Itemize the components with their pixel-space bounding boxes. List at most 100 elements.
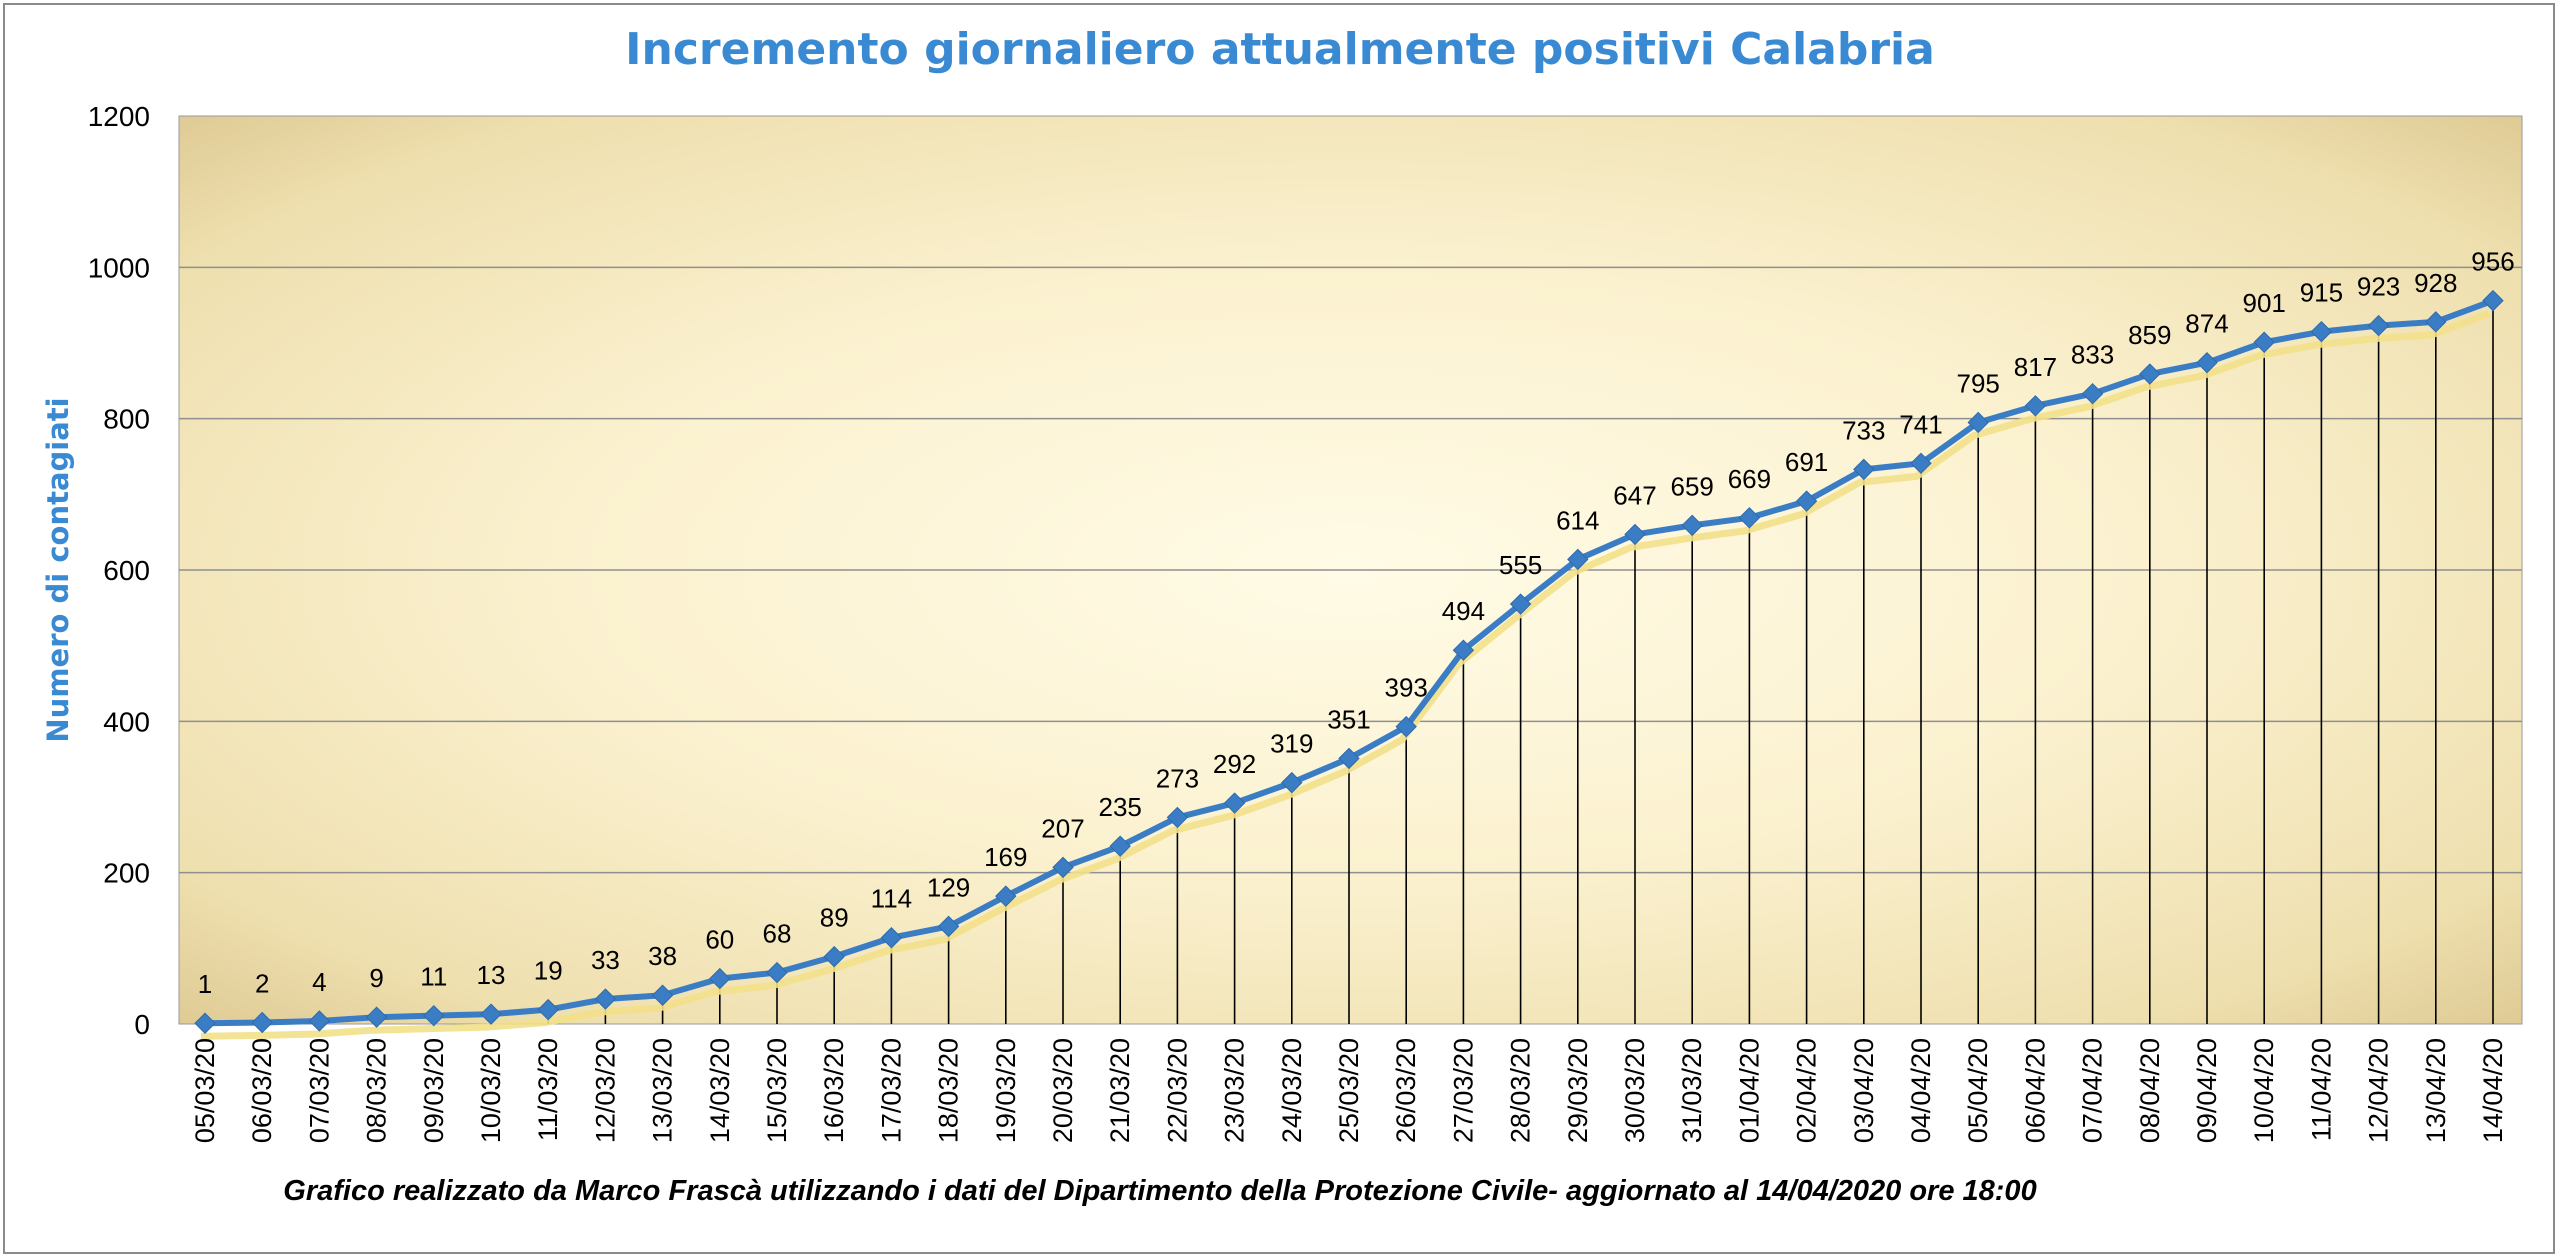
data-point-29/03/20 [1567,548,1589,571]
data-point-07/03/20 [308,1010,331,1032]
x-tick-label-28/03/20: 28/03/20 [1506,1038,1536,1143]
data-point-11/04/20 [2310,320,2333,343]
data-label-11/04/20: 915 [2300,278,2343,308]
data-point-03/04/20 [1853,458,1875,481]
x-tick-label-04/04/20: 04/04/20 [1906,1038,1936,1143]
x-tick-label-11/04/20: 11/04/20 [2306,1038,2336,1141]
x-tick-label-27/03/20: 27/03/20 [1448,1038,1478,1143]
data-point-05/04/20 [1967,411,1989,434]
x-tick-label-01/04/20: 01/04/20 [1734,1038,1764,1143]
y-axis-label: Numero di contagiati [41,397,75,742]
x-tick-label-21/03/20: 21/03/20 [1105,1038,1135,1143]
data-point-10/03/20 [480,1003,502,1025]
data-label-05/03/20: 1 [198,969,212,999]
data-point-12/03/20 [594,988,617,1010]
data-label-19/03/20: 169 [984,842,1027,872]
data-label-28/03/20: 555 [1499,550,1542,580]
data-label-14/03/20: 60 [705,925,734,955]
data-label-17/03/20: 114 [871,884,912,914]
data-label-06/04/20: 817 [2014,352,2057,382]
x-tick-label-14/04/20: 14/04/20 [2478,1038,2508,1143]
data-label-15/03/20: 68 [763,919,792,949]
x-tick-label-14/03/20: 14/03/20 [705,1038,735,1143]
x-tick-label-22/03/20: 22/03/20 [1162,1038,1192,1143]
data-label-16/03/20: 89 [820,903,849,933]
data-point-15/03/20 [766,961,788,984]
data-point-25/03/20 [1338,747,1360,770]
x-tick-label-19/03/20: 19/03/20 [991,1038,1021,1143]
data-point-30/03/20 [1624,523,1646,546]
data-label-10/04/20: 901 [2243,288,2286,318]
data-label-18/03/20: 129 [927,872,970,902]
x-tick-label-10/04/20: 10/04/20 [2249,1038,2279,1143]
y-tick-label-1200: 1200 [88,101,150,132]
x-axis-ticks: 05/03/20 06/03/20 07/03/20 08/03/20 09/03/20… [190,1038,2508,1143]
data-label-08/03/20: 9 [369,963,383,993]
x-tick-label-17/03/20: 17/03/20 [876,1038,906,1143]
x-tick-label-03/04/20: 03/04/20 [1849,1038,1879,1143]
data-point-27/03/20 [1452,639,1475,661]
y-tick-label-1000: 1000 [88,252,150,283]
data-point-08/04/20 [2139,363,2161,385]
series [194,289,2504,1040]
data-label-20/03/20: 207 [1041,813,1084,843]
data-label-12/04/20: 923 [2357,272,2400,302]
data-label-08/04/20: 859 [2128,320,2171,350]
data-label-09/04/20: 874 [2185,309,2228,339]
data-label-27/03/20: 494 [1442,596,1485,626]
data-point-12/04/20 [2367,314,2390,337]
gridlines [179,266,2522,874]
data-point-18/03/20 [937,915,960,938]
y-tick-label-0: 0 [134,1009,150,1040]
data-point-13/03/20 [651,984,674,1006]
x-tick-label-05/03/20: 05/03/20 [190,1038,220,1143]
data-point-31/03/20 [1681,514,1703,537]
x-tick-label-02/04/20: 02/04/20 [1792,1038,1822,1143]
data-label-11/03/20: 19 [534,956,563,986]
data-label-22/03/20: 273 [1156,763,1199,793]
data-point-06/03/20 [251,1011,273,1034]
x-tick-label-18/03/20: 18/03/20 [934,1038,964,1143]
x-tick-label-09/03/20: 09/03/20 [419,1038,449,1143]
data-point-26/03/20 [1395,715,1417,738]
x-tick-label-11/03/20: 11/03/20 [533,1038,563,1141]
data-point-17/03/20 [880,927,903,949]
x-tick-label-15/03/20: 15/03/20 [762,1038,792,1143]
data-point-07/04/20 [2081,382,2104,405]
x-tick-label-08/03/20: 08/03/20 [362,1038,392,1143]
data-point-14/04/20 [2482,289,2504,312]
data-point-16/03/20 [823,945,845,968]
x-tick-label-31/03/20: 31/03/20 [1677,1038,1707,1143]
x-tick-label-13/04/20: 13/04/20 [2421,1038,2451,1143]
data-point-19/03/20 [995,885,1017,907]
chart-caption: Grafico realizzato da Marco Frascà utili… [283,1175,2036,1207]
data-point-21/03/20 [1109,835,1131,857]
data-point-09/03/20 [423,1004,445,1027]
chart-title: Incremento giornaliero attualmente posit… [625,24,1935,75]
x-tick-label-13/03/20: 13/03/20 [648,1038,678,1143]
data-label-13/03/20: 38 [648,941,677,971]
data-label-25/03/20: 351 [1327,704,1370,734]
x-tick-label-09/04/20: 09/04/20 [2192,1038,2222,1143]
data-label-14/04/20: 956 [2471,247,2514,277]
data-point-14/03/20 [709,967,731,990]
data-label-21/03/20: 235 [1099,792,1142,822]
data-label-13/04/20: 928 [2414,268,2457,298]
data-label-10/03/20: 13 [477,960,506,990]
data-label-31/03/20: 659 [1671,471,1714,501]
x-tick-label-12/04/20: 12/04/20 [2364,1038,2394,1143]
y-tick-label-600: 600 [103,555,150,586]
data-label-26/03/20: 393 [1385,673,1428,703]
data-label-30/03/20: 647 [1613,480,1656,510]
x-tick-label-20/03/20: 20/03/20 [1048,1038,1078,1143]
x-tick-label-05/04/20: 05/04/20 [1963,1038,1993,1143]
x-tick-label-24/03/20: 24/03/20 [1277,1038,1307,1143]
x-tick-label-29/03/20: 29/03/20 [1563,1038,1593,1143]
data-label-03/04/20: 733 [1842,415,1885,445]
x-tick-label-12/03/20: 12/03/20 [590,1038,620,1143]
data-label-05/04/20: 795 [1957,368,2000,398]
data-point-02/04/20 [1795,490,1818,512]
data-label-29/03/20: 614 [1556,505,1599,535]
data-label-02/04/20: 691 [1785,447,1828,477]
